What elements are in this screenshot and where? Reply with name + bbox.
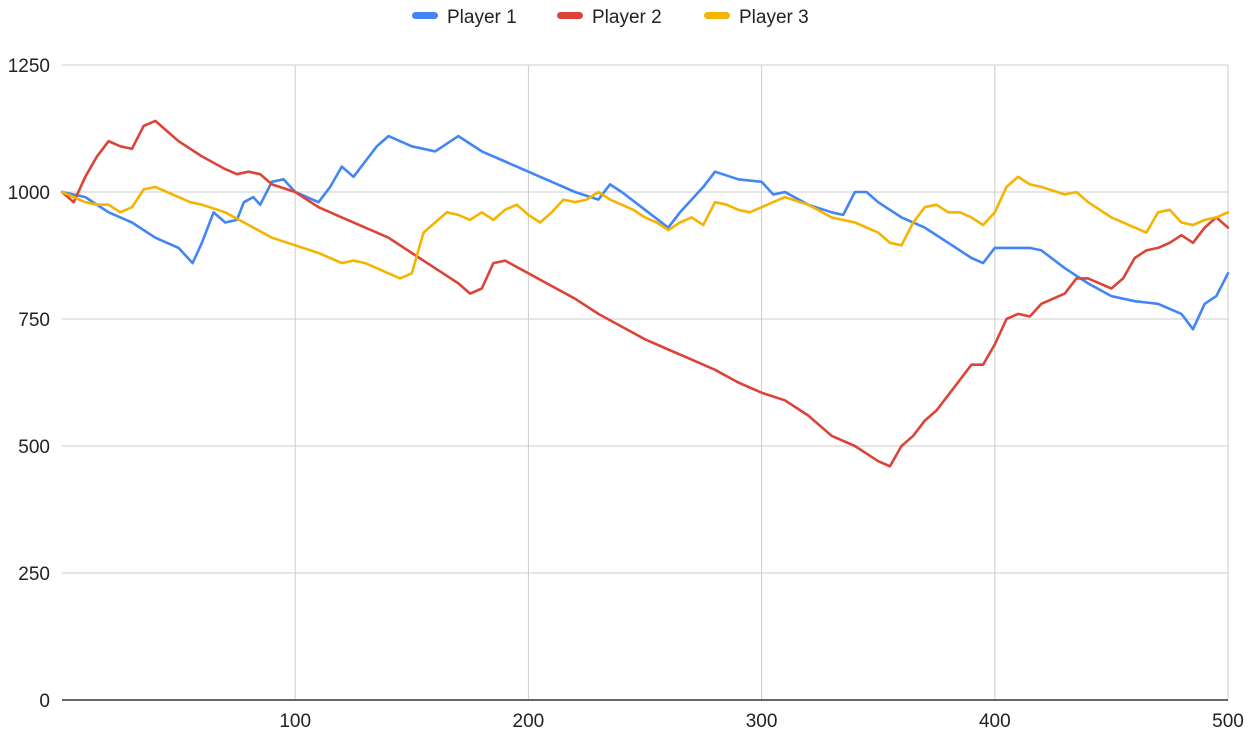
- y-tick-label-500: 500: [18, 437, 50, 458]
- series-group: [60, 119, 1230, 468]
- legend-swatch-player-2: [557, 12, 583, 19]
- legend-label-player-1: Player 1: [447, 7, 517, 28]
- gridlines: [62, 64, 1229, 700]
- y-tick-label-250: 250: [18, 564, 50, 585]
- y-tick-label-1000: 1000: [8, 183, 50, 204]
- x-tick-label-400: 400: [979, 711, 1011, 732]
- legend-label-player-3: Player 3: [739, 7, 809, 28]
- y-tick-label-750: 750: [18, 310, 50, 331]
- legend-label-player-2: Player 2: [592, 7, 662, 28]
- x-tick-label-300: 300: [746, 711, 778, 732]
- y-tick-label-1250: 1250: [8, 56, 50, 77]
- series-line-player-3: [60, 175, 1230, 280]
- y-tick-label-0: 0: [39, 691, 50, 712]
- legend-swatch-player-3: [704, 12, 730, 19]
- x-tick-label-100: 100: [279, 711, 311, 732]
- series-line-player-2: [60, 119, 1230, 468]
- x-tick-label-500: 500: [1212, 711, 1244, 732]
- series-line-player-1: [60, 134, 1230, 331]
- x-tick-label-200: 200: [513, 711, 545, 732]
- legend-swatch-player-1: [412, 12, 438, 19]
- legend: Player 1 Player 2 Player 3: [412, 7, 809, 28]
